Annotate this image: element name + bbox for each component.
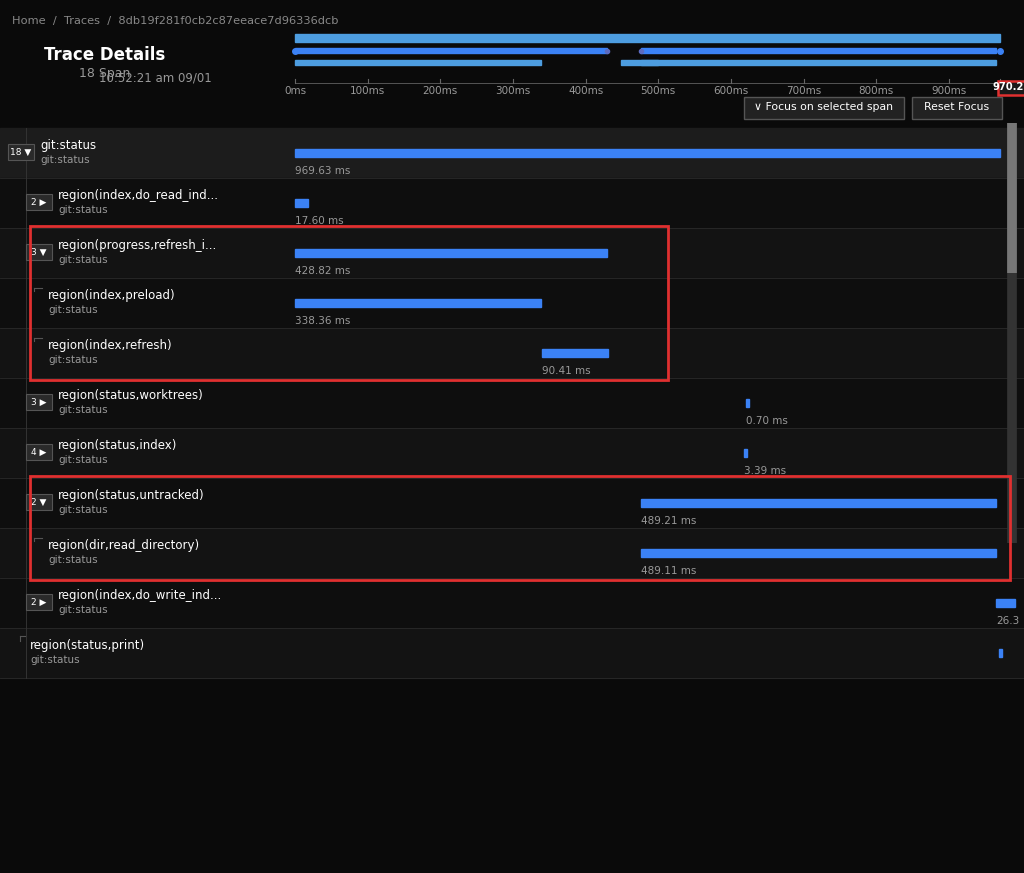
- Bar: [641, 60, 996, 65]
- Bar: [26, 194, 52, 210]
- Text: 970.27ms: 970.27ms: [992, 82, 1024, 92]
- Text: git:status: git:status: [58, 255, 108, 265]
- Text: Reset Focus: Reset Focus: [925, 102, 989, 113]
- Bar: [746, 399, 750, 407]
- Text: region(dir,read_directory): region(dir,read_directory): [48, 540, 200, 553]
- Bar: [295, 199, 308, 207]
- Text: 489.11 ms: 489.11 ms: [641, 566, 696, 576]
- Text: 500ms: 500ms: [641, 86, 676, 96]
- Text: 26.3: 26.3: [996, 616, 1020, 626]
- Bar: [999, 649, 1002, 657]
- Text: Trace Details: Trace Details: [44, 46, 166, 64]
- Bar: [295, 249, 606, 257]
- Text: 338.36 ms: 338.36 ms: [295, 316, 350, 326]
- Text: 90.41 ms: 90.41 ms: [542, 366, 591, 376]
- Text: 969.63 ms: 969.63 ms: [295, 166, 350, 176]
- Bar: [0, 578, 1024, 628]
- Bar: [0, 178, 1024, 228]
- Text: git:status: git:status: [58, 505, 108, 515]
- Text: region(status,print): region(status,print): [30, 640, 145, 652]
- Text: git:status: git:status: [48, 305, 97, 315]
- Bar: [0, 228, 1024, 278]
- Text: region(index,preload): region(index,preload): [48, 290, 176, 303]
- Text: region(status,untracked): region(status,untracked): [58, 490, 205, 503]
- Bar: [295, 299, 541, 307]
- Text: 2 ▶: 2 ▶: [32, 597, 47, 607]
- Text: 600ms: 600ms: [714, 86, 749, 96]
- Text: git:status: git:status: [58, 605, 108, 615]
- Bar: [0, 378, 1024, 428]
- Bar: [641, 499, 996, 507]
- Bar: [30, 226, 668, 380]
- Text: 428.82 ms: 428.82 ms: [295, 266, 350, 276]
- Text: region(index,do_write_ind...: region(index,do_write_ind...: [58, 589, 222, 602]
- Text: 900ms: 900ms: [931, 86, 967, 96]
- Text: 200ms: 200ms: [423, 86, 458, 96]
- Bar: [744, 97, 904, 119]
- Text: Home  /  Traces  /  8db19f281f0cb2c87eeace7d96336dcb: Home / Traces / 8db19f281f0cb2c87eeace7d…: [12, 16, 339, 26]
- Text: ∨ Focus on selected span: ∨ Focus on selected span: [755, 102, 894, 113]
- Bar: [996, 599, 1015, 607]
- Text: 100ms: 100ms: [350, 86, 385, 96]
- Text: region(status,index): region(status,index): [58, 439, 177, 452]
- Text: 3 ▶: 3 ▶: [32, 397, 47, 407]
- Text: 300ms: 300ms: [496, 86, 530, 96]
- Text: 400ms: 400ms: [568, 86, 603, 96]
- Bar: [0, 478, 1024, 528]
- Text: 4 ▶: 4 ▶: [32, 448, 47, 457]
- Bar: [26, 494, 52, 510]
- Bar: [998, 81, 1024, 95]
- Bar: [295, 149, 999, 157]
- Text: region(index,refresh): region(index,refresh): [48, 340, 173, 353]
- Bar: [0, 628, 1024, 678]
- Bar: [912, 97, 1002, 119]
- Bar: [744, 449, 748, 457]
- Text: region(progress,refresh_i...: region(progress,refresh_i...: [58, 239, 217, 252]
- Text: git:status: git:status: [48, 555, 97, 565]
- Text: region(index,do_read_ind...: region(index,do_read_ind...: [58, 189, 219, 203]
- Bar: [0, 528, 1024, 578]
- Bar: [641, 48, 996, 53]
- Bar: [295, 34, 999, 42]
- Text: 489.21 ms: 489.21 ms: [641, 516, 696, 526]
- Bar: [0, 68, 1024, 86]
- Bar: [26, 394, 52, 410]
- Text: 2 ▶: 2 ▶: [32, 197, 47, 207]
- Bar: [542, 349, 607, 357]
- Bar: [30, 476, 1010, 580]
- Text: 700ms: 700ms: [786, 86, 821, 96]
- Bar: [622, 60, 657, 65]
- Text: 18 ▼: 18 ▼: [10, 148, 32, 156]
- Text: 10:52:21 am 09/01: 10:52:21 am 09/01: [98, 72, 211, 85]
- Text: git:status: git:status: [40, 140, 96, 153]
- Text: 3 ▼: 3 ▼: [32, 248, 47, 257]
- Text: git:status: git:status: [30, 655, 80, 665]
- Text: git:status: git:status: [48, 355, 97, 365]
- Bar: [8, 144, 34, 160]
- Bar: [295, 60, 541, 65]
- Text: 0.70 ms: 0.70 ms: [746, 416, 788, 426]
- Text: git:status: git:status: [58, 405, 108, 415]
- Text: region(status,worktrees): region(status,worktrees): [58, 389, 204, 402]
- Bar: [0, 128, 1024, 178]
- Text: git:status: git:status: [58, 205, 108, 215]
- Text: 800ms: 800ms: [859, 86, 894, 96]
- Bar: [0, 278, 1024, 328]
- Text: 18 Span: 18 Span: [79, 66, 131, 79]
- Bar: [0, 428, 1024, 478]
- Text: 0ms: 0ms: [284, 86, 306, 96]
- Text: git:status: git:status: [40, 155, 90, 165]
- Text: 2 ▼: 2 ▼: [32, 498, 47, 506]
- Bar: [641, 549, 996, 557]
- Text: 17.60 ms: 17.60 ms: [295, 216, 344, 226]
- Bar: [26, 244, 52, 260]
- Bar: [26, 444, 52, 460]
- Bar: [0, 328, 1024, 378]
- Bar: [295, 48, 606, 53]
- Text: 3.39 ms: 3.39 ms: [744, 466, 786, 476]
- Bar: [26, 594, 52, 610]
- Text: git:status: git:status: [58, 455, 108, 465]
